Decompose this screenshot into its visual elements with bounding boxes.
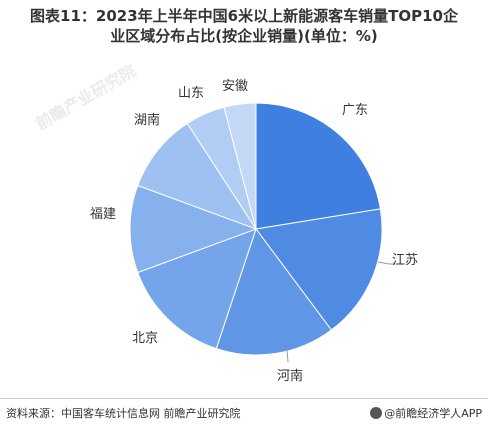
slice-label-8: 安徽	[222, 79, 248, 94]
slice-label-7: 山东	[178, 86, 204, 101]
slice-label-4: 北京	[132, 331, 158, 346]
pie-slice-5	[129, 184, 258, 274]
pie-slice-2	[255, 208, 383, 331]
chart-title: 图表11：2023年上半年中国6米以上新能源客车销量TOP10企 业区域分布占比…	[0, 6, 488, 46]
source-text: 资料来源：中国客车统计信息网 前瞻产业研究院	[6, 407, 241, 420]
slice-label-2: 江苏	[392, 252, 418, 268]
chart-title-line-1: 图表11：2023年上半年中国6米以上新能源客车销量TOP10企	[30, 7, 458, 25]
leader-line-2	[377, 261, 396, 265]
brand-text: @前瞻经济学人APP	[384, 407, 482, 420]
watermark-text: 前瞻产业研究院	[33, 61, 140, 133]
brand-logo-icon	[370, 407, 383, 419]
pie-slice-3	[215, 227, 333, 356]
pie-slice-8	[223, 102, 257, 230]
slice-label-6: 湖南	[134, 112, 160, 128]
brand-credit: @前瞻经济学人APP	[370, 404, 482, 424]
pie-slice-4	[137, 228, 257, 350]
chart-title-line-2: 业区域分布占比(按企业销量)(单位：%)	[110, 27, 378, 45]
pie-slice-1	[255, 102, 381, 230]
footer-divider	[0, 398, 488, 399]
slice-label-5: 福建	[90, 207, 116, 222]
slice-label-3: 河南	[277, 368, 303, 384]
pie-slices	[129, 102, 383, 356]
footer: 资料来源：中国客车统计信息网 前瞻产业研究院 @前瞻经济学人APP	[0, 404, 488, 424]
leader-line-3	[286, 349, 289, 363]
pie-slice-6	[137, 122, 258, 230]
slice-label-1: 广东	[342, 103, 368, 118]
